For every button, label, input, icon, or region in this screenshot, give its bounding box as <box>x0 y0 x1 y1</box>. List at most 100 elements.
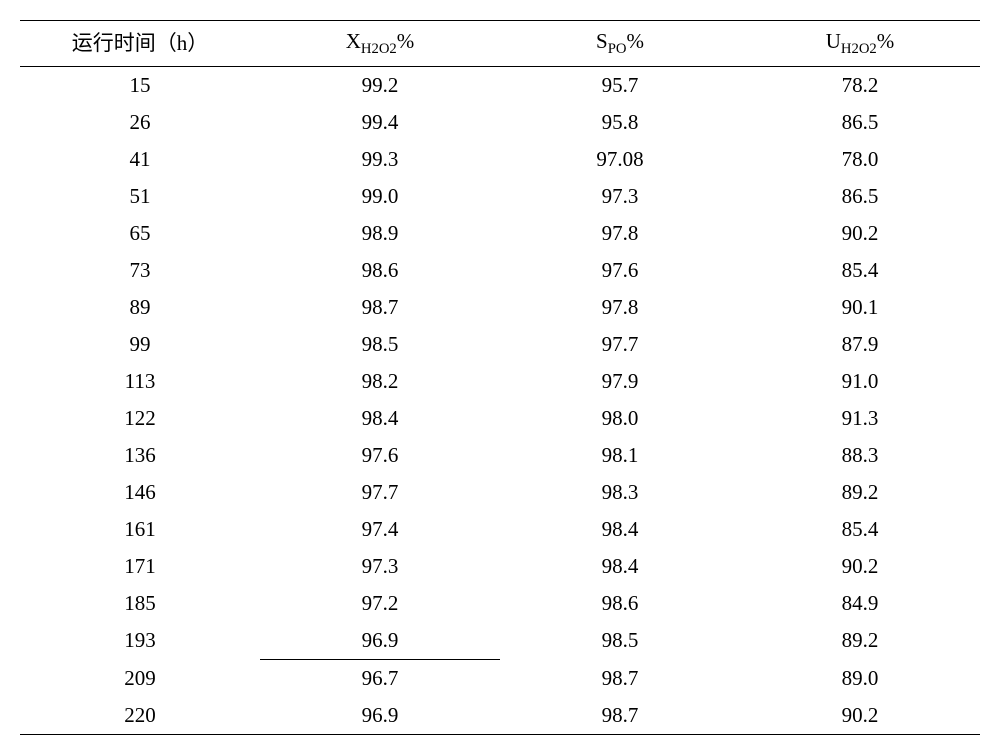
data-table-container: 运行时间（h） XH2O2% SPO% UH2O2% 1599.295.778.… <box>20 20 980 735</box>
table-cell: 86.5 <box>740 104 980 141</box>
table-cell: 98.5 <box>260 326 500 363</box>
table-cell: 113 <box>20 363 260 400</box>
table-cell: 98.7 <box>500 660 740 698</box>
table-row: 18597.298.684.9 <box>20 585 980 622</box>
table-cell: 171 <box>20 548 260 585</box>
col-header-1-post: % <box>397 29 415 53</box>
table-row: 22096.998.790.2 <box>20 697 980 735</box>
table-cell: 97.2 <box>260 585 500 622</box>
table-cell: 90.2 <box>740 215 980 252</box>
table-cell: 87.9 <box>740 326 980 363</box>
table-cell: 97.9 <box>500 363 740 400</box>
table-row: 9998.597.787.9 <box>20 326 980 363</box>
col-header-2-post: % <box>626 29 644 53</box>
table-row: 14697.798.389.2 <box>20 474 980 511</box>
table-cell: 98.3 <box>500 474 740 511</box>
table-cell: 220 <box>20 697 260 735</box>
table-row: 16197.498.485.4 <box>20 511 980 548</box>
table-cell: 97.3 <box>500 178 740 215</box>
col-header-3-post: % <box>877 29 895 53</box>
table-cell: 136 <box>20 437 260 474</box>
table-cell: 97.6 <box>260 437 500 474</box>
table-cell: 15 <box>20 67 260 105</box>
table-cell: 98.6 <box>260 252 500 289</box>
data-table: 运行时间（h） XH2O2% SPO% UH2O2% 1599.295.778.… <box>20 20 980 735</box>
table-cell: 98.0 <box>500 400 740 437</box>
table-cell: 98.9 <box>260 215 500 252</box>
table-cell: 98.7 <box>500 697 740 735</box>
table-cell: 51 <box>20 178 260 215</box>
table-cell: 90.1 <box>740 289 980 326</box>
table-cell: 161 <box>20 511 260 548</box>
table-row: 17197.398.490.2 <box>20 548 980 585</box>
table-cell: 89.0 <box>740 660 980 698</box>
table-cell: 99.3 <box>260 141 500 178</box>
table-cell: 26 <box>20 104 260 141</box>
table-cell: 85.4 <box>740 511 980 548</box>
table-cell: 97.8 <box>500 289 740 326</box>
table-cell: 89.2 <box>740 474 980 511</box>
table-cell: 91.3 <box>740 400 980 437</box>
table-cell: 97.7 <box>500 326 740 363</box>
table-cell: 98.1 <box>500 437 740 474</box>
table-cell: 78.2 <box>740 67 980 105</box>
table-cell: 65 <box>20 215 260 252</box>
table-cell: 78.0 <box>740 141 980 178</box>
table-cell: 90.2 <box>740 697 980 735</box>
col-header-1-sub: H2O2 <box>361 41 397 57</box>
table-row: 11398.297.991.0 <box>20 363 980 400</box>
table-cell: 73 <box>20 252 260 289</box>
table-cell: 95.8 <box>500 104 740 141</box>
table-row: 6598.997.890.2 <box>20 215 980 252</box>
table-cell: 99.0 <box>260 178 500 215</box>
table-cell: 84.9 <box>740 585 980 622</box>
table-cell: 97.8 <box>500 215 740 252</box>
table-row: 13697.698.188.3 <box>20 437 980 474</box>
table-row: 8998.797.890.1 <box>20 289 980 326</box>
table-cell: 98.6 <box>500 585 740 622</box>
table-row: 5199.097.386.5 <box>20 178 980 215</box>
table-cell: 98.4 <box>500 511 740 548</box>
table-cell: 41 <box>20 141 260 178</box>
col-header-2-pre: S <box>596 29 608 53</box>
table-cell: 146 <box>20 474 260 511</box>
col-header-2-sub: PO <box>608 41 627 57</box>
table-cell: 98.5 <box>500 622 740 660</box>
table-cell: 97.08 <box>500 141 740 178</box>
table-cell: 99.4 <box>260 104 500 141</box>
table-row: 20996.798.789.0 <box>20 660 980 698</box>
col-header-3: UH2O2% <box>740 21 980 67</box>
col-header-0-pre: 运行时间（h） <box>72 31 209 55</box>
table-cell: 99.2 <box>260 67 500 105</box>
table-cell: 98.4 <box>260 400 500 437</box>
table-cell: 193 <box>20 622 260 660</box>
col-header-3-pre: U <box>826 29 841 53</box>
table-row: 2699.495.886.5 <box>20 104 980 141</box>
table-cell: 95.7 <box>500 67 740 105</box>
table-cell: 97.7 <box>260 474 500 511</box>
col-header-3-sub: H2O2 <box>841 41 877 57</box>
table-cell: 90.2 <box>740 548 980 585</box>
table-row: 7398.697.685.4 <box>20 252 980 289</box>
table-cell: 98.4 <box>500 548 740 585</box>
table-cell: 88.3 <box>740 437 980 474</box>
table-cell: 98.7 <box>260 289 500 326</box>
table-cell: 97.3 <box>260 548 500 585</box>
table-cell: 97.4 <box>260 511 500 548</box>
table-cell: 85.4 <box>740 252 980 289</box>
table-cell: 96.7 <box>260 660 500 698</box>
table-cell: 99 <box>20 326 260 363</box>
table-cell: 89 <box>20 289 260 326</box>
col-header-0: 运行时间（h） <box>20 21 260 67</box>
table-cell: 89.2 <box>740 622 980 660</box>
table-cell: 209 <box>20 660 260 698</box>
table-row: 1599.295.778.2 <box>20 67 980 105</box>
table-cell: 86.5 <box>740 178 980 215</box>
table-body: 1599.295.778.22699.495.886.54199.397.087… <box>20 67 980 735</box>
table-cell: 91.0 <box>740 363 980 400</box>
header-row: 运行时间（h） XH2O2% SPO% UH2O2% <box>20 21 980 67</box>
table-row: 19396.998.589.2 <box>20 622 980 660</box>
col-header-1-pre: X <box>346 29 361 53</box>
col-header-1: XH2O2% <box>260 21 500 67</box>
table-row: 12298.498.091.3 <box>20 400 980 437</box>
